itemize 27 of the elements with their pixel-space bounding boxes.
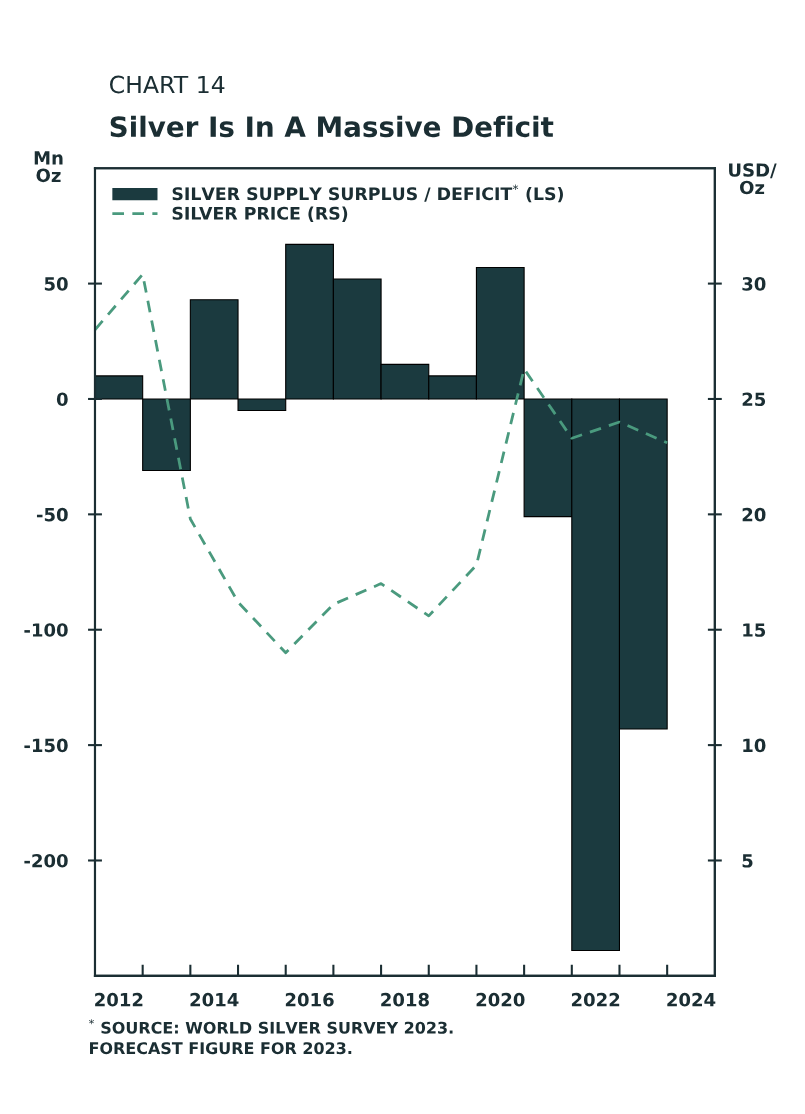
y2-tick-label: 5: [742, 854, 753, 868]
chart-subtitle: CHART 14: [110, 75, 225, 94]
x-tick-label: 2012: [95, 992, 143, 1007]
x-tick-label: 2014: [190, 992, 239, 1007]
x-tick-label: 2024: [667, 992, 716, 1007]
y-tick-label: -200: [24, 853, 68, 868]
legend-label: SILVER PRICE (RS): [172, 206, 348, 222]
chart-title: Silver Is In A Massive Deficit: [110, 115, 554, 138]
y2-axis-title: USD/ Oz: [729, 163, 777, 195]
y-tick-label: 50: [44, 277, 68, 291]
x-tick-label: 2018: [381, 992, 429, 1007]
y-axis-title: Mn Oz: [34, 151, 63, 183]
y2-tick-label: 10: [743, 738, 766, 753]
y2-tick-label: 20: [742, 507, 766, 522]
x-tick-label: 2016: [285, 992, 334, 1007]
y-tick-label: 0: [56, 392, 68, 407]
line-series: [94, 272, 669, 655]
y2-tick-label: 30: [742, 277, 766, 291]
y2-tick-label: 25: [742, 392, 766, 407]
y-tick-label: -100: [24, 623, 68, 637]
legend-label: SILVER SUPPLY SURPLUS / DEFICIT$^{*}$ (LS): [172, 184, 563, 203]
y-tick-label: -150: [24, 738, 68, 753]
y2-tick-label: 15: [743, 623, 766, 637]
y-tick-label: -50: [36, 507, 68, 522]
x-tick-label: 2020: [476, 992, 525, 1007]
x-tick-label: 2022: [571, 992, 620, 1007]
text: $^{*}$ SOURCE: WORLD SILVER SURVEY 2023. FORECAST FIGURE FOR 2023.: [89, 1019, 453, 1055]
